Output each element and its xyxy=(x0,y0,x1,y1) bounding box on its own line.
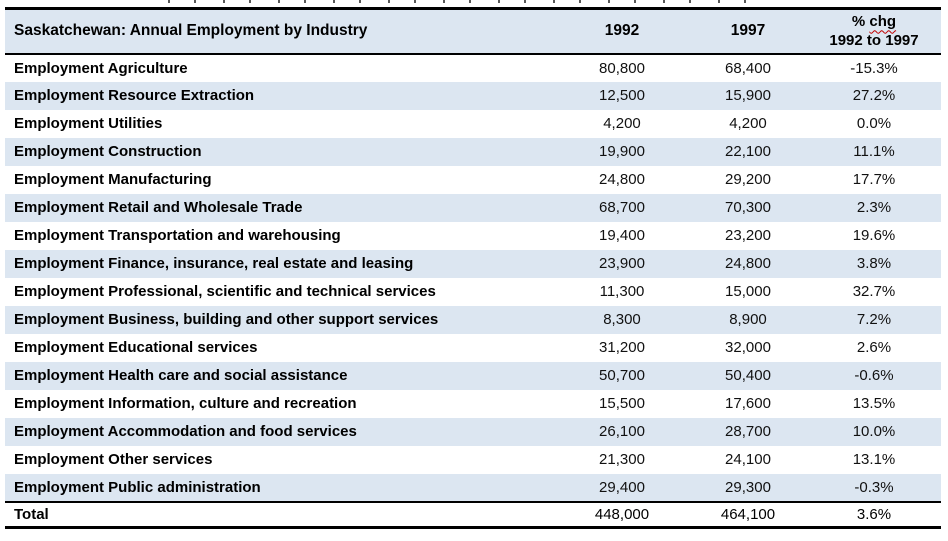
table-header: Saskatchewan: Annual Employment by Indus… xyxy=(5,8,941,55)
value-1997: 24,100 xyxy=(725,451,771,468)
value-1997: 4,200 xyxy=(729,115,767,132)
table-row: Employment Public administration 29,400 … xyxy=(5,473,941,502)
industry-label: Employment Accommodation and food servic… xyxy=(5,417,555,446)
value-1997: 68,400 xyxy=(725,59,771,77)
table-row: Employment Information, culture and recr… xyxy=(5,390,941,418)
total-pct-change: 3.6% xyxy=(807,500,941,528)
value-pct-change: -15.3% xyxy=(850,59,898,77)
value-1992: 80,800 xyxy=(599,59,645,77)
table-body: Employment Agriculture 80,800 68,400 -15… xyxy=(5,54,941,502)
table-row: Employment Retail and Wholesale Trade 68… xyxy=(5,193,941,222)
table-row: Employment Agriculture 80,800 68,400 -15… xyxy=(5,54,941,82)
spellcheck-squiggle-word: chg xyxy=(869,13,897,31)
value-1992: 29,400 xyxy=(555,473,689,502)
industry-label: Employment Transportation and warehousin… xyxy=(14,227,341,244)
value-pct-change: 2.3% xyxy=(807,193,941,222)
industry-label: Employment Information, culture and recr… xyxy=(14,395,357,412)
total-row: Total 448,000 464,100 3.6% xyxy=(5,500,941,528)
value-pct-change: 3.8% xyxy=(807,249,941,278)
industry-label: Employment Construction xyxy=(5,137,555,166)
column-header-1992: 1992 xyxy=(555,8,689,55)
industry-label: Employment Professional, scientific and … xyxy=(14,283,436,300)
table-row: Employment Construction 19,900 22,100 11… xyxy=(5,137,941,166)
table-row: Employment Professional, scientific and … xyxy=(5,278,941,306)
value-1992: 4,200 xyxy=(603,115,641,132)
value-1992: 23,900 xyxy=(555,249,689,278)
value-1997: 28,700 xyxy=(689,417,807,446)
value-1992: 21,300 xyxy=(599,451,645,468)
value-pct-change: 11.1% xyxy=(807,137,941,166)
value-pct-change: 0.0% xyxy=(856,115,892,132)
value-pct-change: 10.0% xyxy=(807,417,941,446)
industry-label: Employment Resource Extraction xyxy=(5,81,555,110)
value-1997: 50,400 xyxy=(689,361,807,390)
value-1997: 17,600 xyxy=(725,395,771,412)
value-1997: 23,200 xyxy=(725,227,771,244)
value-1997: 70,300 xyxy=(689,193,807,222)
table-row: Employment Educational services 31,200 3… xyxy=(5,334,941,362)
industry-label: Employment Educational services xyxy=(14,339,258,356)
value-1992: 24,800 xyxy=(599,171,645,188)
value-1992: 19,400 xyxy=(599,227,645,244)
pct-chg-line2: 1992 to 1997 xyxy=(829,32,919,50)
value-1992: 31,200 xyxy=(599,339,645,356)
value-1992: 50,700 xyxy=(555,361,689,390)
value-pct-change: 13.5% xyxy=(852,395,896,412)
cropped-text-sliver xyxy=(168,0,768,3)
pct-chg-prefix: % xyxy=(851,13,870,31)
value-pct-change: -0.3% xyxy=(807,473,941,502)
total-1997: 464,100 xyxy=(689,500,807,528)
table-title: Saskatchewan: Annual Employment by Indus… xyxy=(5,8,555,55)
industry-label: Employment Other services xyxy=(14,451,213,468)
value-1997: 32,000 xyxy=(725,339,771,356)
value-pct-change: 27.2% xyxy=(807,81,941,110)
industry-label: Employment Public administration xyxy=(5,473,555,502)
value-pct-change: 2.6% xyxy=(856,339,892,356)
column-header-pct-change: % chg 1992 to 1997 xyxy=(807,8,941,55)
value-pct-change: 32.7% xyxy=(852,283,896,300)
industry-label: Employment Utilities xyxy=(14,115,163,132)
table-row: Employment Finance, insurance, real esta… xyxy=(5,249,941,278)
employment-table: Saskatchewan: Annual Employment by Indus… xyxy=(5,7,941,529)
employment-table-container: Saskatchewan: Annual Employment by Indus… xyxy=(5,7,941,529)
value-1992: 12,500 xyxy=(555,81,689,110)
table-row: Employment Health care and social assist… xyxy=(5,361,941,390)
value-1997: 15,000 xyxy=(725,283,771,300)
column-header-1997: 1997 xyxy=(689,8,807,55)
value-pct-change: 19.6% xyxy=(852,227,896,244)
value-pct-change: -0.6% xyxy=(807,361,941,390)
industry-label: Employment Health care and social assist… xyxy=(5,361,555,390)
value-1992: 19,900 xyxy=(555,137,689,166)
value-1997: 29,200 xyxy=(725,171,771,188)
table-row: Employment Manufacturing 24,800 29,200 1… xyxy=(5,166,941,194)
value-1992: 68,700 xyxy=(555,193,689,222)
value-pct-change: 13.1% xyxy=(852,451,896,468)
table-footer: Total 448,000 464,100 3.6% xyxy=(5,500,941,528)
total-1992: 448,000 xyxy=(555,500,689,528)
value-1997: 15,900 xyxy=(689,81,807,110)
header-row: Saskatchewan: Annual Employment by Indus… xyxy=(5,8,941,55)
table-row: Employment Utilities 4,200 4,200 0.0% xyxy=(5,110,941,138)
table-row: Employment Resource Extraction 12,500 15… xyxy=(5,81,941,110)
value-1997: 24,800 xyxy=(689,249,807,278)
value-pct-change: 7.2% xyxy=(807,305,941,334)
total-label: Total xyxy=(5,500,555,528)
industry-label: Employment Finance, insurance, real esta… xyxy=(5,249,555,278)
table-row: Employment Other services 21,300 24,100 … xyxy=(5,446,941,474)
value-1992: 15,500 xyxy=(599,395,645,412)
value-1997: 22,100 xyxy=(689,137,807,166)
industry-label: Employment Business, building and other … xyxy=(5,305,555,334)
table-row: Employment Accommodation and food servic… xyxy=(5,417,941,446)
industry-label: Employment Retail and Wholesale Trade xyxy=(5,193,555,222)
value-1992: 11,300 xyxy=(599,283,645,300)
value-1997: 8,900 xyxy=(689,305,807,334)
industry-label: Employment Manufacturing xyxy=(14,171,212,188)
value-pct-change: 17.7% xyxy=(852,171,896,188)
value-1992: 8,300 xyxy=(555,305,689,334)
table-row: Employment Business, building and other … xyxy=(5,305,941,334)
value-1992: 26,100 xyxy=(555,417,689,446)
industry-label: Employment Agriculture xyxy=(14,59,188,77)
value-1997: 29,300 xyxy=(689,473,807,502)
table-row: Employment Transportation and warehousin… xyxy=(5,222,941,250)
